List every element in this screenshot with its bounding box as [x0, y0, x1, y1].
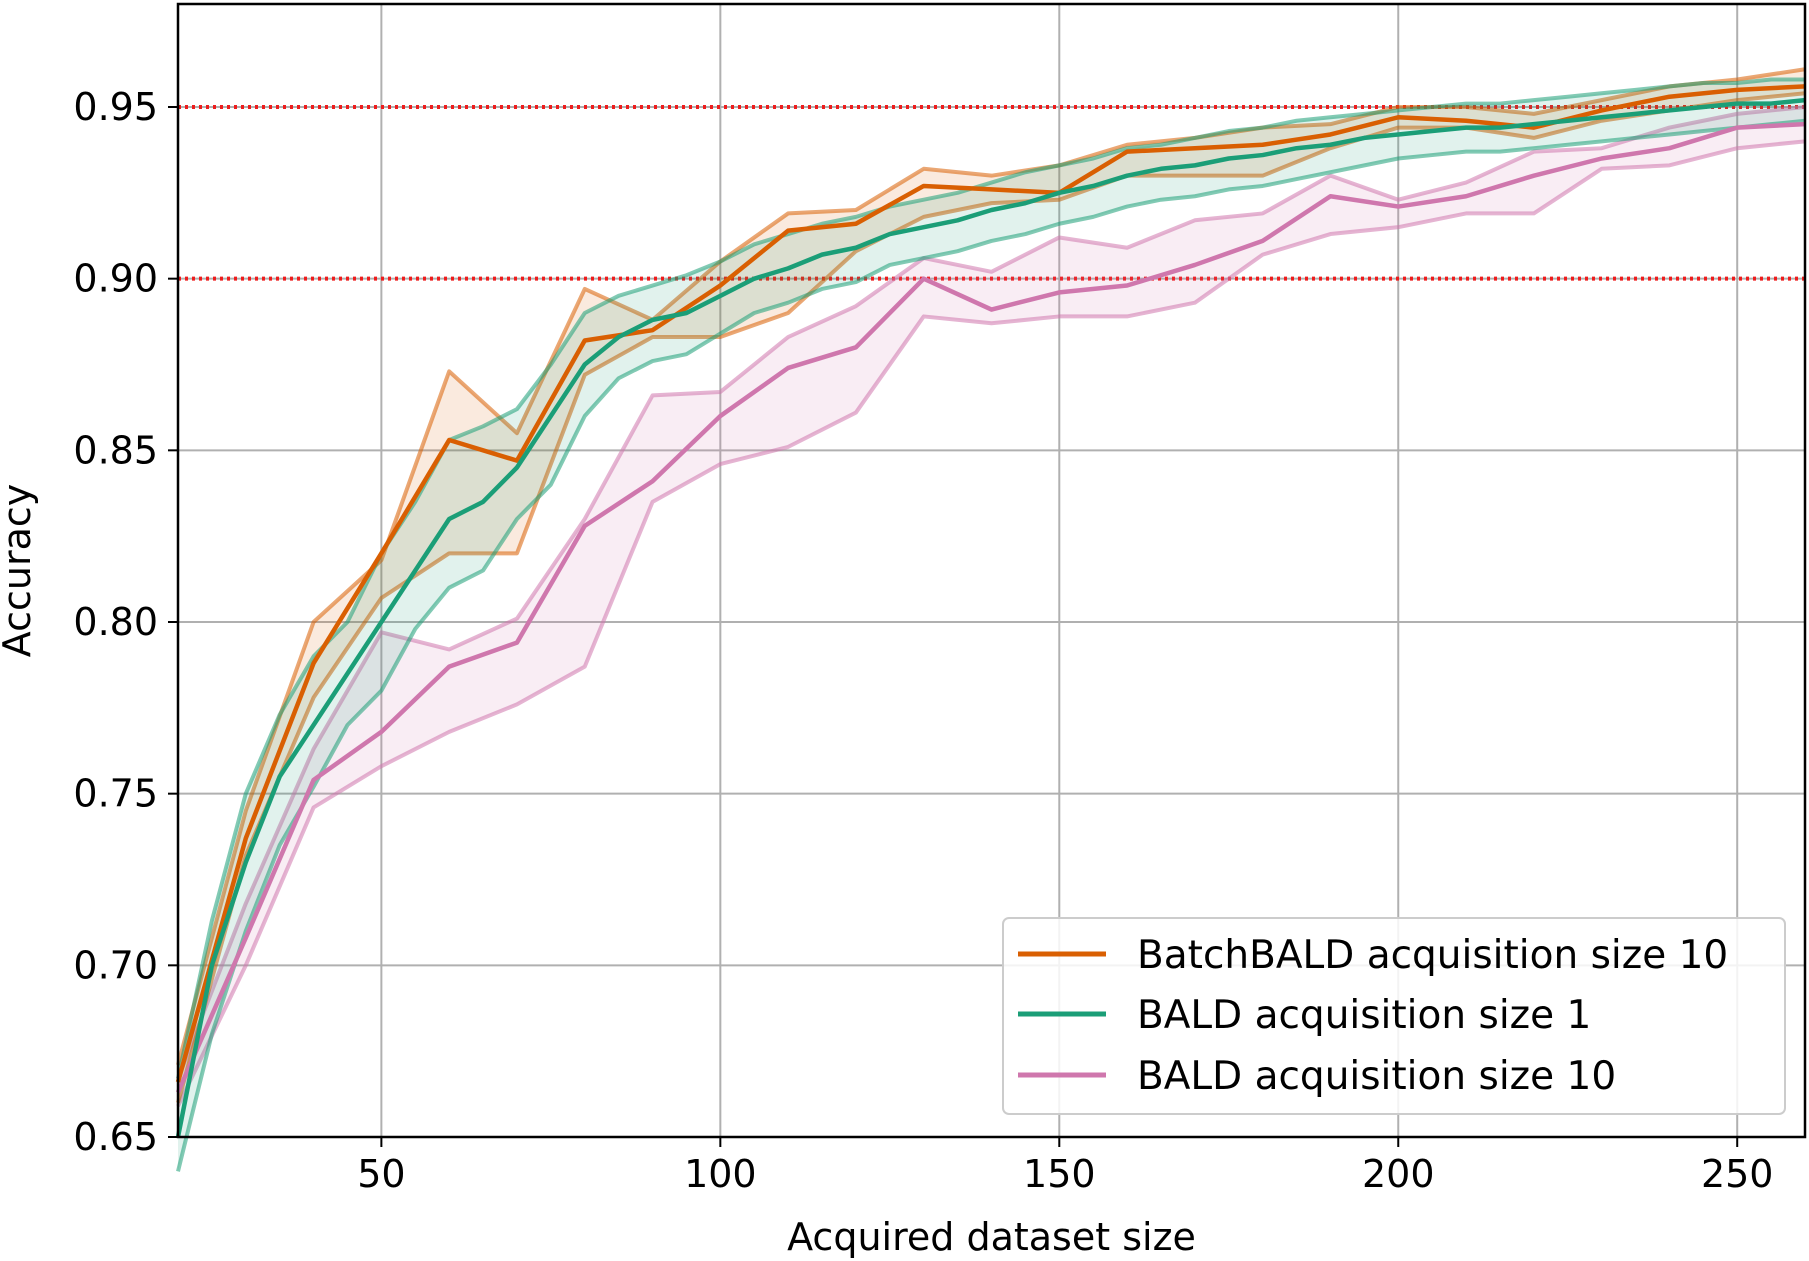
- legend: BatchBALD acquisition size 10 BALD acqui…: [1002, 917, 1786, 1115]
- x-axis-label: Acquired dataset size: [787, 1215, 1196, 1259]
- legend-label-batchbald: BatchBALD acquisition size 10: [1137, 933, 1728, 978]
- confidence-band: [178, 107, 1805, 1107]
- upper-bound-line: [176, 67, 1806, 1066]
- y-tick-label: 0.65: [73, 1115, 158, 1159]
- legend-box: [1002, 917, 1786, 1115]
- series-mean-line: [175, 84, 1806, 1083]
- x-tick-label: 50: [357, 1152, 405, 1196]
- y-tick-label: 0.90: [73, 257, 158, 301]
- legend-label-bald-10: BALD acquisition size 10: [1137, 1054, 1616, 1099]
- series-mean-line: [175, 121, 1806, 1094]
- confidence-band: [178, 79, 1805, 1172]
- x-tick-label: 200: [1362, 1152, 1435, 1196]
- x-tick-label: 100: [684, 1152, 757, 1196]
- confidence-bands: [176, 67, 1806, 1172]
- confidence-band: [178, 69, 1805, 1103]
- upper-bound-line: [176, 105, 1806, 1080]
- y-tick-label: 0.95: [73, 85, 158, 129]
- reference-lines: [178, 105, 1805, 281]
- series-lines: [175, 84, 1806, 1138]
- y-tick-label: 0.80: [73, 600, 158, 644]
- x-tick-label: 250: [1701, 1152, 1774, 1196]
- lower-bound-line: [176, 139, 1806, 1107]
- legend-label-bald-1: BALD acquisition size 1: [1137, 993, 1591, 1038]
- x-tick-label: 150: [1023, 1152, 1096, 1196]
- y-axis-label: Accuracy: [0, 484, 39, 658]
- lower-bound-line: [176, 118, 1806, 1172]
- y-tick-label: 0.75: [73, 772, 158, 816]
- plot-frame: [176, 2, 1807, 1139]
- y-tick-label: 0.85: [73, 428, 158, 472]
- y-tick-label: 0.70: [73, 943, 158, 987]
- lower-bound-line: [176, 91, 1806, 1104]
- series-mean-line: [175, 97, 1806, 1138]
- axis-ticks: 50 100 150 200 250 0.65 0.70 0.75 0.80 0.85 0.90 0.…: [73, 85, 1773, 1196]
